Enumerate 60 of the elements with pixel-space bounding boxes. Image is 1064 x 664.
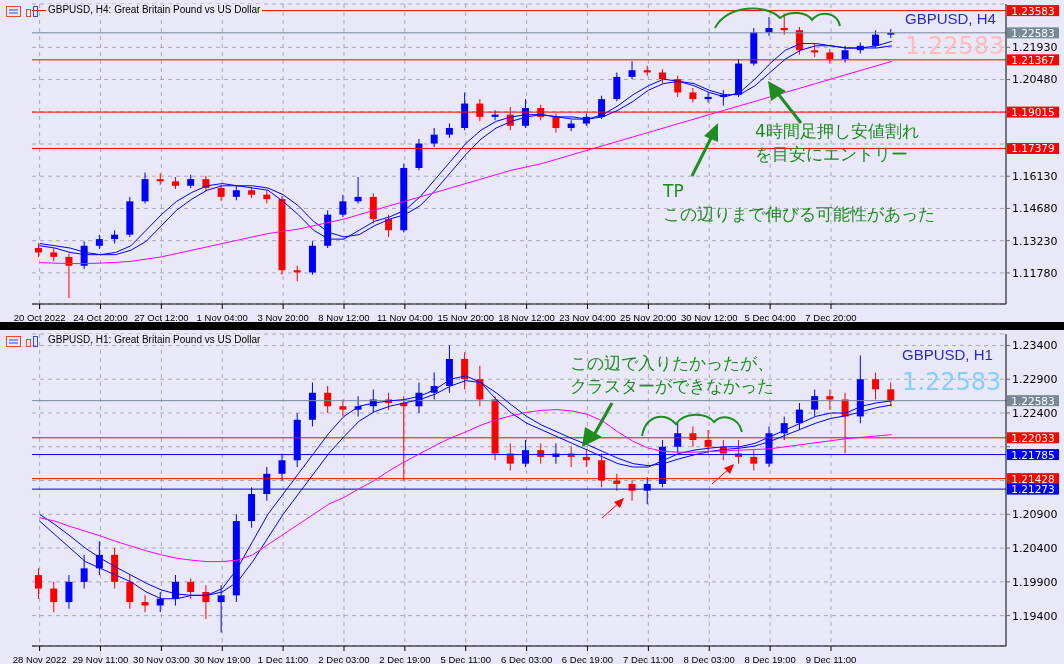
x-tick-label: 28 Nov 2022 [12, 654, 67, 664]
y-tick-label: 1.19400 [1012, 609, 1058, 623]
x-tick-label: 1 Nov 04:00 [196, 312, 248, 323]
x-tick-label: 2 Dec 03:00 [318, 654, 370, 664]
x-tick-label: 18 Nov 12:00 [498, 312, 555, 323]
x-tick-label: 2 Dec 19:00 [379, 654, 431, 664]
ref-line-label: 1.19015 [1011, 106, 1055, 119]
x-tick-label: 24 Oct 20:00 [73, 312, 128, 323]
ref-line-label: 1.22033 [1011, 431, 1055, 444]
annotation: TP この辺りまで伸びる可能性があった [663, 180, 936, 226]
x-tick-label: 30 Nov 12:00 [680, 312, 738, 323]
x-tick-label: 7 Dec 11:00 [623, 654, 674, 664]
x-tick-label: 27 Oct 12:00 [134, 312, 189, 323]
text: GBPUSD, H1 [902, 346, 993, 363]
x-tick-label: 30 Nov 19:00 [193, 654, 251, 664]
annotation: 4時間足押し安値割れを目安にエントリー [755, 120, 920, 166]
ref-line-label: 1.17379 [1011, 142, 1055, 155]
x-tick-label: 8 Nov 12:00 [318, 312, 370, 323]
y-tick-label: 1.20480 [1012, 73, 1058, 87]
ref-line-label: 1.21785 [1011, 448, 1055, 461]
ref-line-label: 1.22583 [1011, 26, 1055, 39]
x-tick-label: 29 Nov 11:00 [72, 654, 129, 664]
y-tick-label: 1.20400 [1012, 541, 1058, 555]
y-tick-label: 1.14680 [1012, 202, 1058, 216]
x-tick-label: 1 Dec 11:00 [257, 654, 309, 664]
ref-line-label: 1.21428 [1011, 472, 1055, 485]
y-tick-label: 1.13230 [1012, 234, 1058, 248]
x-tick-label: 9 Dec 11:00 [805, 654, 857, 664]
x-tick-label: 20 Oct 2022 [13, 312, 66, 323]
x-tick-label: 8 Dec 19:00 [744, 654, 796, 664]
ref-line-label: 1.21367 [1011, 53, 1055, 66]
x-tick-label: 6 Dec 03:00 [500, 654, 553, 664]
x-tick-label: 8 Dec 03:00 [683, 654, 735, 664]
annotation: この辺で入りたかったが、クラスターができなかった [570, 352, 775, 398]
x-tick-label: 11 Nov 04:00 [376, 312, 433, 323]
y-tick-label: 1.23400 [1012, 339, 1058, 353]
y-tick-label: 1.16130 [1012, 170, 1058, 184]
annotation: 1.22583 [905, 32, 1005, 60]
ref-line-label: 1.21273 [1011, 483, 1055, 496]
x-tick-label: 25 Nov 20:00 [620, 312, 677, 323]
chart-title: GBPUSD, H1: Great Britain Pound vs US Dollar [46, 334, 263, 345]
annotation: 1.22583 [902, 368, 1002, 396]
x-tick-label: 7 Dec 20:00 [805, 312, 857, 323]
x-tick-label: 5 Dec 04:00 [744, 312, 796, 323]
y-tick-label: 1.22400 [1012, 406, 1058, 420]
ref-line-label: 1.22583 [1011, 394, 1055, 407]
chart-subtitle: GBPUSD, H4 [905, 10, 996, 27]
x-tick-label: 5 Dec 11:00 [440, 654, 491, 664]
y-tick-label: 1.19900 [1012, 575, 1058, 589]
y-tick-label: 1.20900 [1012, 508, 1058, 522]
x-tick-label: 3 Nov 20:00 [257, 312, 309, 323]
x-tick-label: 30 Nov 03:00 [133, 654, 190, 664]
y-tick-label: 1.11780 [1012, 266, 1058, 280]
x-tick-label: 6 Dec 19:00 [561, 654, 614, 664]
ref-line-label: 1.23583 [1011, 4, 1055, 17]
x-tick-label: 15 Nov 20:00 [437, 312, 494, 323]
y-tick-label: 1.22900 [1012, 373, 1058, 387]
chart-title: GBPUSD, H4: Great Britain Pound vs US Dollar [46, 4, 263, 15]
y-tick-label: 1.21930 [1012, 41, 1058, 55]
x-tick-label: 23 Nov 04:00 [559, 312, 616, 323]
